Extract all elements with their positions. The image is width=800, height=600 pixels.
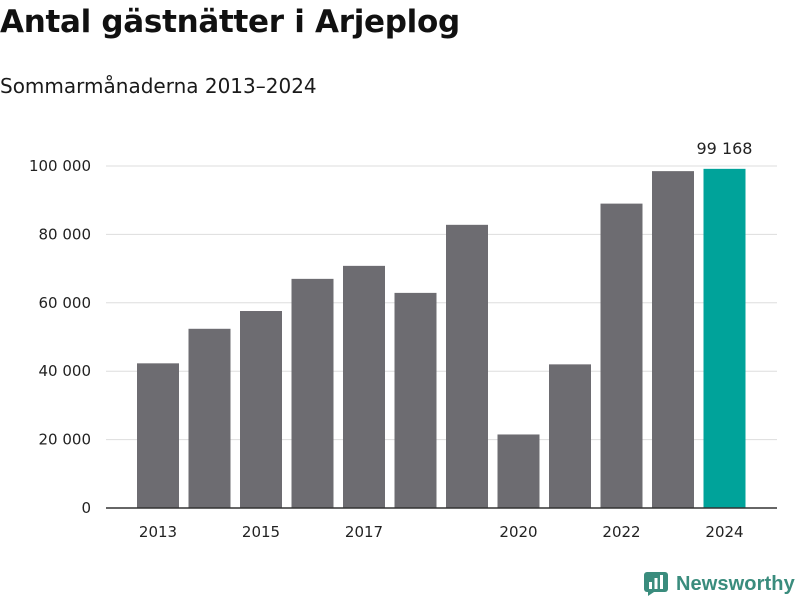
bar-2013 [137,363,179,508]
x-tick-label: 2017 [345,523,383,541]
bar-2016 [291,278,334,508]
x-tick-label: 2022 [602,523,640,541]
brand-logo: Newsworthy [644,568,795,600]
brand-name: Newsworthy [676,572,795,595]
y-tick-label: 100 000 [29,157,91,175]
bar-2017 [343,265,385,508]
bar-2019 [446,224,488,508]
bar-2018 [394,292,437,508]
bar-2021 [549,364,591,508]
y-tick-label: 80 000 [39,225,92,243]
y-tick-label: 60 000 [39,294,92,312]
chart-title: Antal gästnätter i Arjeplog [0,4,460,40]
bar-2020 [497,434,540,508]
x-tick-label: 2020 [499,523,537,541]
bar-2022 [600,203,643,508]
x-tick-label: 2013 [139,523,177,541]
x-tick-label: 2024 [705,523,743,541]
chart-subtitle: Sommarmånaderna 2013–2024 [0,74,317,98]
y-tick-label: 40 000 [39,362,92,380]
y-tick-label: 0 [81,499,91,517]
bar-2023 [652,171,694,508]
bar-2024 [703,168,746,508]
x-tick-label: 2015 [242,523,280,541]
newsworthy-logo-icon [644,572,668,596]
data-label: 99 168 [697,139,753,158]
bar-2015 [240,311,282,508]
bar-2014 [188,328,231,508]
y-tick-label: 20 000 [39,431,92,449]
